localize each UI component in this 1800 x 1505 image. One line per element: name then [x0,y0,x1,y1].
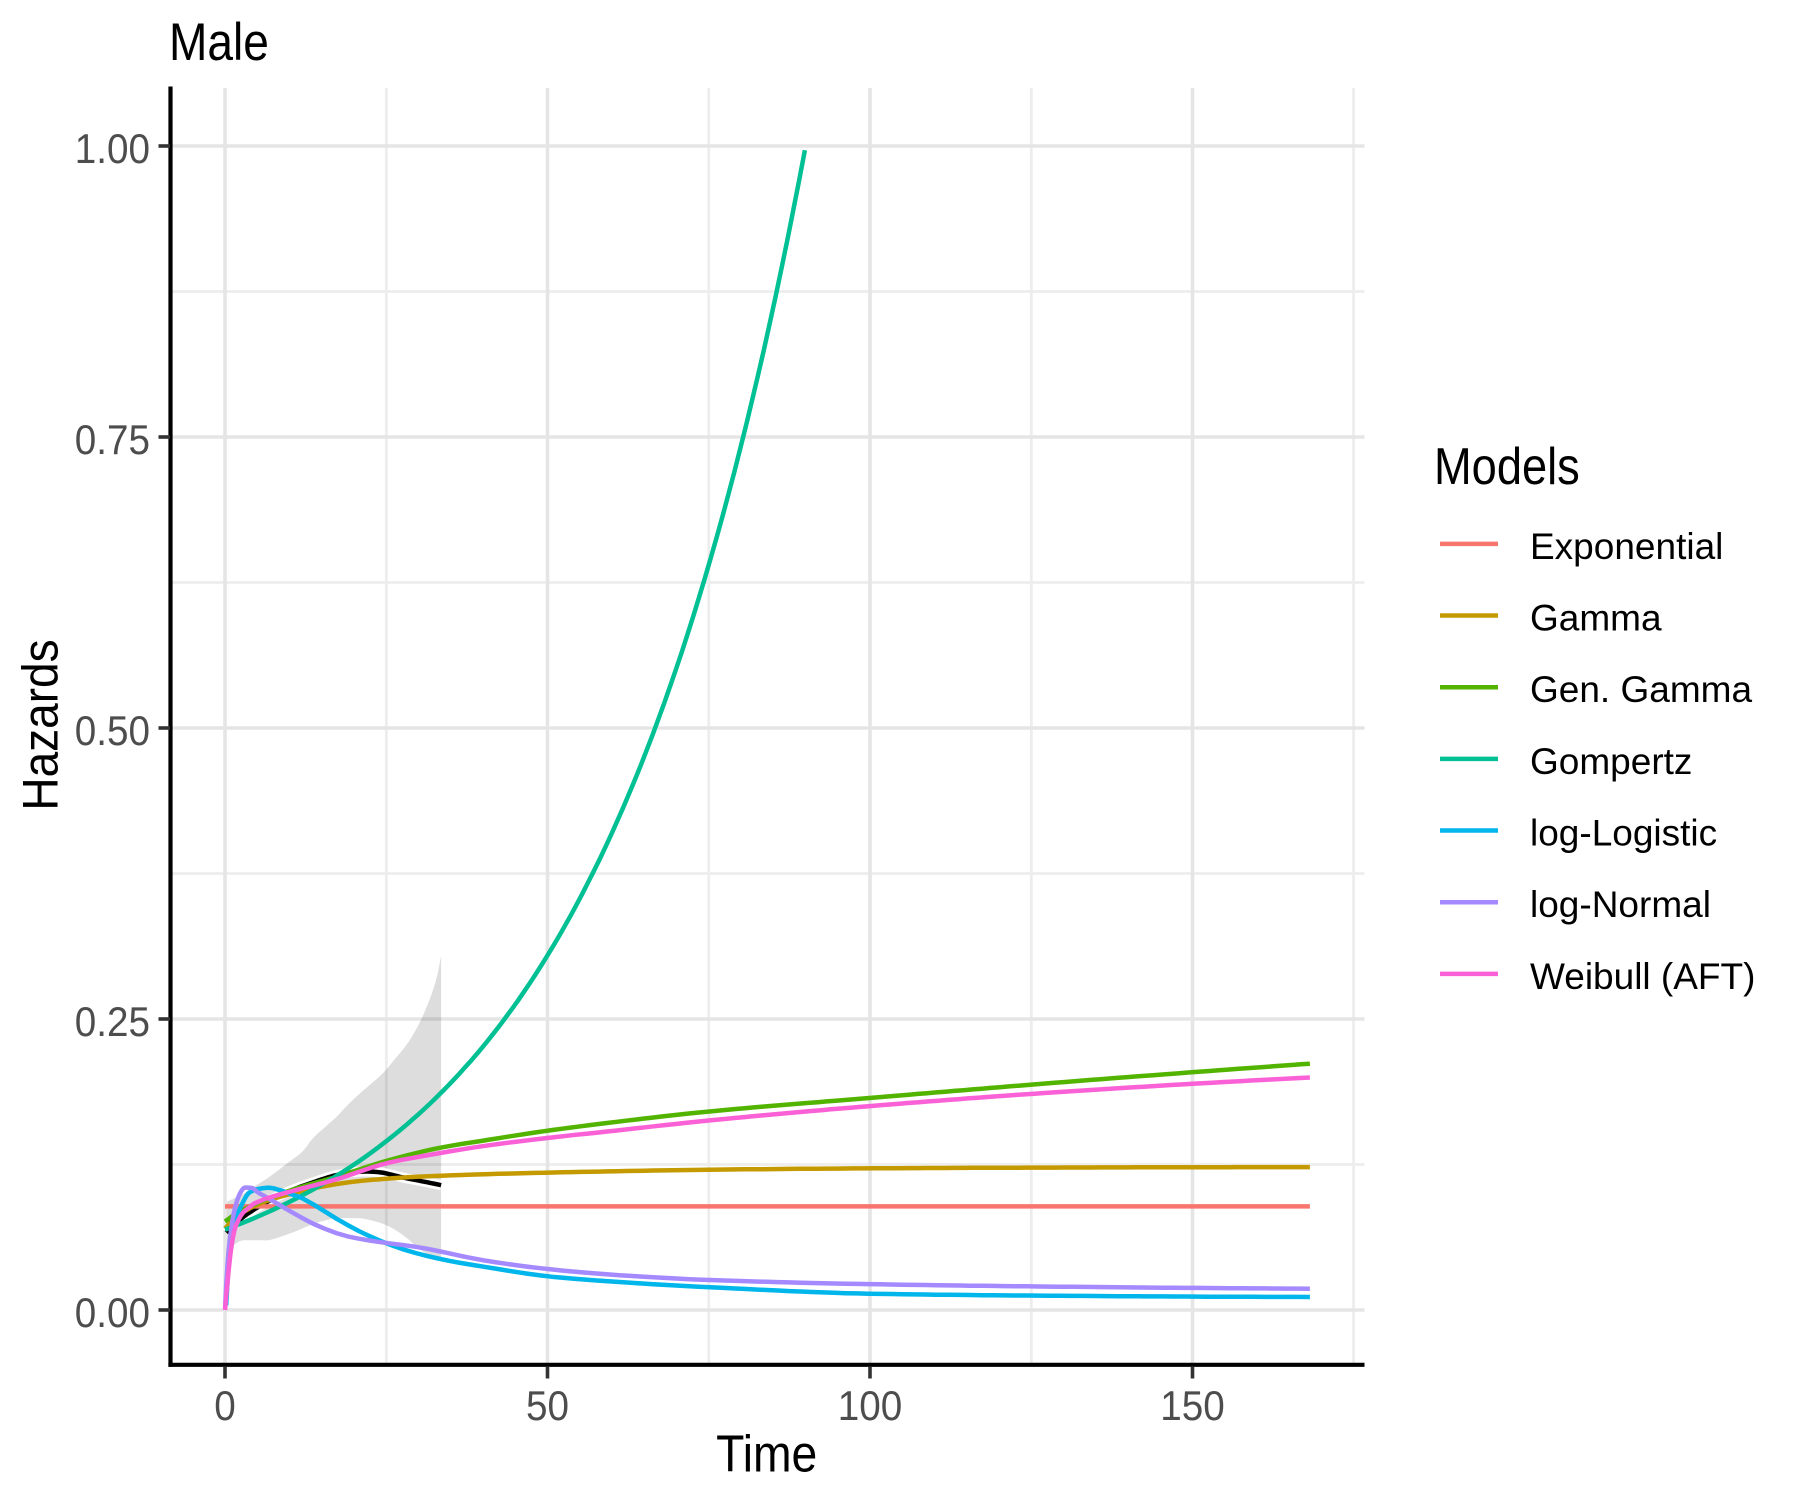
svg-text:Gompertz: Gompertz [1530,741,1692,782]
svg-text:log-Normal: log-Normal [1530,884,1711,925]
svg-text:0.25: 0.25 [75,997,150,1045]
svg-text:Gen. Gamma: Gen. Gamma [1530,669,1752,710]
svg-text:Gamma: Gamma [1530,598,1662,639]
svg-text:100: 100 [838,1381,902,1429]
svg-text:0.50: 0.50 [75,706,150,754]
svg-text:log-Logistic: log-Logistic [1530,813,1717,854]
svg-text:Hazards: Hazards [14,639,69,810]
svg-text:1.00: 1.00 [75,124,150,172]
svg-text:Male: Male [169,12,269,72]
svg-text:0: 0 [214,1381,235,1429]
svg-text:Weibull (AFT): Weibull (AFT) [1530,956,1755,997]
svg-text:Exponential: Exponential [1530,526,1723,567]
svg-text:0.75: 0.75 [75,415,150,463]
svg-text:Time: Time [716,1425,817,1483]
svg-text:0.00: 0.00 [75,1288,150,1336]
svg-text:50: 50 [526,1381,569,1429]
svg-text:150: 150 [1160,1381,1224,1429]
svg-text:Models: Models [1434,438,1580,496]
